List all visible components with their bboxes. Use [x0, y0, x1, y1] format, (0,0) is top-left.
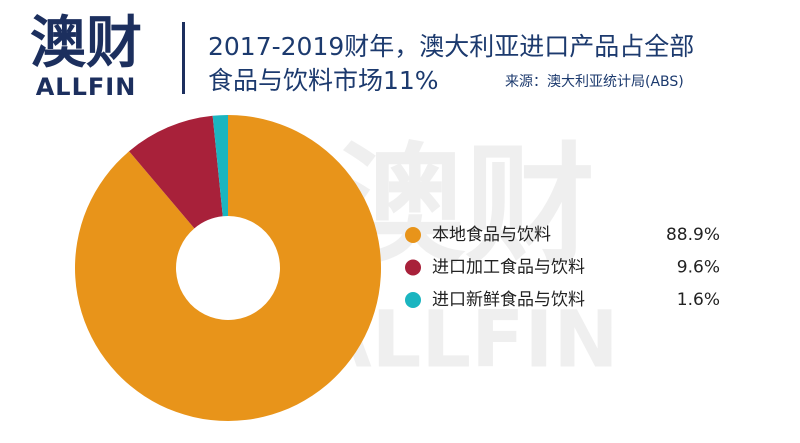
legend-swatch	[405, 259, 421, 276]
value-label: 88.9%	[666, 225, 720, 245]
legend-label: 本地食品与饮料	[432, 225, 551, 245]
divider	[182, 22, 185, 94]
logo-name: 澳财	[30, 11, 142, 76]
legend-label: 进口新鲜食品与饮料	[432, 290, 585, 310]
legend-label: 进口加工食品与饮料	[432, 258, 585, 278]
legend-swatch	[405, 292, 421, 308]
legend-swatch	[405, 227, 421, 243]
donut-slice	[74, 115, 382, 421]
title-line: 2017-2019财年，澳大利亚进口产品占全部	[208, 32, 694, 61]
title-line: 食品与饮料市场11%	[208, 66, 439, 95]
value-label: 1.6%	[677, 290, 720, 310]
donut-slice	[212, 115, 228, 217]
logo-brand: ALLFIN	[36, 73, 137, 101]
source: 来源：澳大利亚统计局(ABS)	[505, 74, 684, 90]
value-label: 9.6%	[677, 258, 720, 278]
donut-slice	[129, 115, 223, 229]
